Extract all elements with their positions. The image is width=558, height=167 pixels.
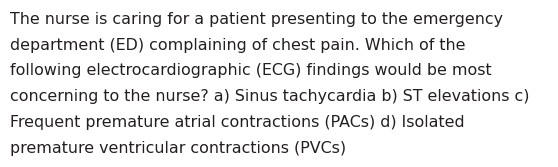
Text: department (ED) complaining of chest pain. Which of the: department (ED) complaining of chest pai… (10, 38, 465, 53)
Text: The nurse is caring for a patient presenting to the emergency: The nurse is caring for a patient presen… (10, 12, 503, 27)
Text: following electrocardiographic (ECG) findings would be most: following electrocardiographic (ECG) fin… (10, 63, 492, 78)
Text: premature ventricular contractions (PVCs): premature ventricular contractions (PVCs… (10, 141, 346, 156)
Text: concerning to the nurse? a) Sinus tachycardia b) ST elevations c): concerning to the nurse? a) Sinus tachyc… (10, 89, 530, 104)
Text: Frequent premature atrial contractions (PACs) d) Isolated: Frequent premature atrial contractions (… (10, 115, 465, 130)
